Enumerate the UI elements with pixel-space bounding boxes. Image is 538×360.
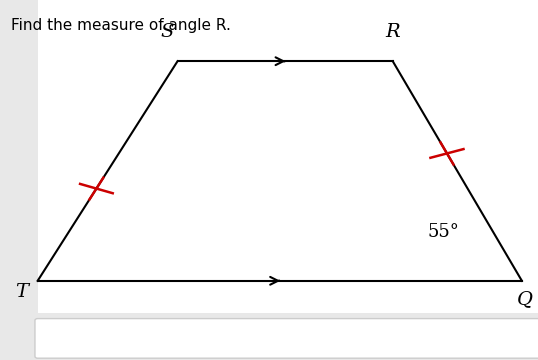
Text: 55°: 55°: [428, 223, 460, 241]
Text: R: R: [385, 23, 400, 41]
Text: Q: Q: [516, 290, 533, 308]
FancyBboxPatch shape: [38, 0, 538, 313]
Text: T: T: [15, 283, 28, 301]
FancyBboxPatch shape: [35, 319, 538, 358]
Text: Find the measure of angle R.: Find the measure of angle R.: [11, 18, 231, 33]
Text: S: S: [160, 23, 173, 41]
